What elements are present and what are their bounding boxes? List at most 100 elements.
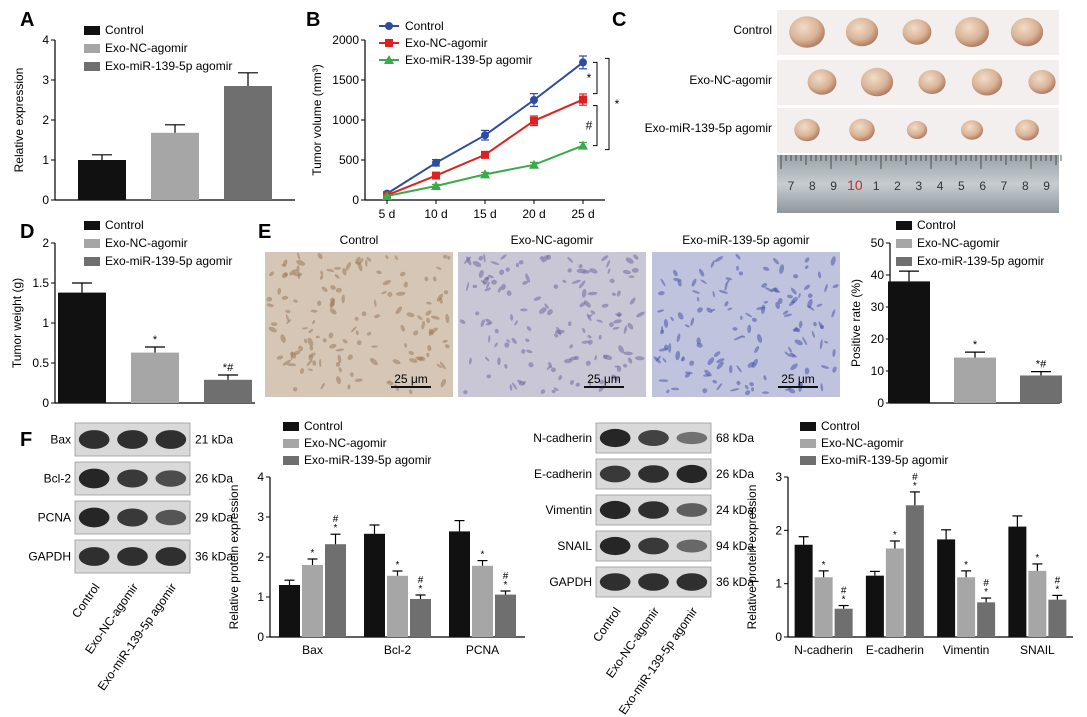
bar	[204, 379, 252, 403]
data-point	[530, 96, 538, 104]
cell-nucleus	[285, 314, 290, 323]
cell-nucleus	[504, 363, 508, 369]
cell-nucleus	[756, 334, 763, 343]
cell-nucleus	[635, 356, 645, 361]
cell-nucleus	[594, 355, 598, 361]
cell-nucleus	[623, 363, 628, 368]
cell-nucleus	[581, 340, 590, 344]
cell-nucleus	[351, 326, 357, 333]
bar	[834, 608, 853, 637]
x-tick-label: 20 d	[522, 207, 545, 221]
x-tick-label: 5 d	[379, 207, 396, 221]
cell-nucleus	[575, 382, 581, 387]
cell-nucleus	[670, 387, 680, 391]
significance-mark: *	[822, 560, 826, 571]
cell-nucleus	[376, 270, 382, 275]
cell-nucleus	[763, 375, 767, 381]
legend-label: Exo-miR-139-5p agomir	[105, 59, 232, 73]
cell-nucleus	[700, 279, 707, 284]
data-point	[432, 158, 440, 167]
legend-label: Exo-miR-139-5p agomir	[105, 254, 232, 268]
cell-nucleus	[400, 271, 406, 277]
cell-nucleus	[293, 299, 298, 303]
cell-nucleus	[611, 374, 619, 382]
significance-mark: *	[984, 587, 988, 598]
cell-nucleus	[539, 307, 547, 314]
tumor	[902, 19, 932, 45]
cell-nucleus	[782, 310, 789, 315]
blot-band	[599, 465, 631, 483]
cell-nucleus	[335, 348, 345, 352]
cell-nucleus	[484, 356, 490, 362]
blot-band	[638, 501, 669, 519]
bar	[325, 544, 346, 637]
cell-nucleus	[623, 325, 628, 334]
cell-nucleus	[551, 389, 556, 394]
cell-nucleus	[712, 379, 718, 384]
data-point	[432, 171, 440, 180]
bar	[302, 565, 323, 637]
significance-mark: *	[481, 550, 485, 561]
tumor	[845, 17, 879, 47]
tumor	[955, 17, 989, 47]
legend-label: Exo-NC-agomir	[304, 436, 387, 450]
cell-nucleus	[298, 345, 303, 352]
cell-nucleus	[428, 328, 434, 336]
cell-nucleus	[677, 280, 682, 287]
blot-row-label: GAPDH	[28, 550, 71, 564]
bar	[364, 533, 385, 637]
cell-nucleus	[554, 333, 559, 338]
cell-nucleus	[677, 312, 684, 320]
cell-nucleus	[832, 348, 836, 357]
cell-nucleus	[365, 259, 368, 267]
cell-nucleus	[484, 276, 490, 281]
cell-nucleus	[322, 338, 327, 343]
cell-nucleus	[735, 253, 741, 260]
bar	[1048, 599, 1067, 637]
cell-nucleus	[599, 379, 604, 385]
cell-nucleus	[292, 386, 298, 392]
cell-nucleus	[714, 256, 724, 263]
cell-nucleus	[518, 260, 524, 265]
significance-mark: *#	[1036, 359, 1047, 371]
cell-nucleus	[675, 350, 681, 361]
bar	[865, 575, 884, 637]
cell-nucleus	[558, 375, 563, 381]
ruler-number: 8	[809, 179, 816, 193]
bar	[905, 505, 924, 637]
cell-nucleus	[745, 312, 752, 318]
cell-nucleus	[354, 316, 359, 321]
cell-nucleus	[409, 358, 418, 363]
cell-nucleus	[792, 328, 799, 332]
bar	[1028, 570, 1047, 637]
cell-nucleus	[779, 264, 785, 274]
legend-label: Control	[821, 419, 860, 433]
cell-nucleus	[289, 269, 298, 276]
panel-letter-f: F	[20, 429, 32, 451]
cell-nucleus	[614, 365, 620, 368]
cell-nucleus	[281, 295, 289, 300]
cell-nucleus	[302, 327, 308, 330]
y-tick-label: 30	[871, 300, 885, 314]
blot-band	[638, 465, 669, 483]
cell-nucleus	[533, 296, 542, 301]
tumor	[860, 67, 894, 97]
cell-nucleus	[388, 381, 394, 386]
cell-nucleus	[308, 352, 316, 358]
cell-nucleus	[413, 330, 419, 336]
cell-nucleus	[761, 304, 766, 314]
cell-nucleus	[618, 345, 624, 353]
cell-nucleus	[269, 271, 275, 277]
x-tick-label: 25 d	[571, 207, 594, 221]
cell-nucleus	[569, 380, 574, 385]
cell-nucleus	[280, 334, 286, 343]
cell-nucleus	[385, 255, 389, 259]
blot-band	[676, 464, 708, 484]
blot-band	[117, 469, 148, 488]
tumor	[906, 121, 928, 139]
significance-bracket	[605, 57, 610, 151]
cell-nucleus	[510, 313, 514, 321]
bar	[814, 577, 833, 637]
panel-letter-b: B	[306, 9, 320, 31]
cell-nucleus	[266, 297, 273, 302]
